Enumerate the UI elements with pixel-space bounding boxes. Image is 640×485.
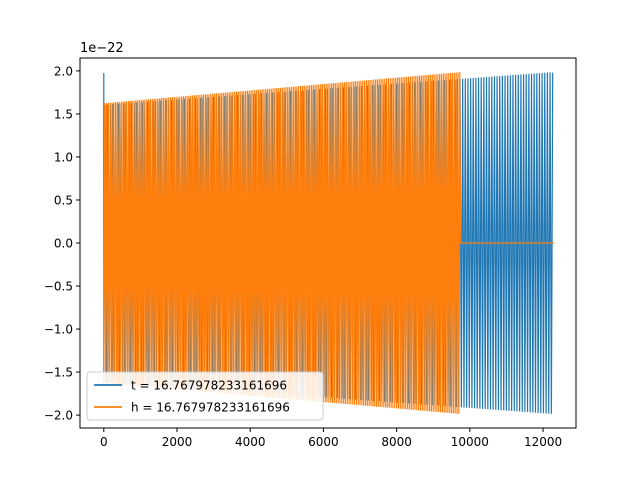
- x-tick-label: 6000: [308, 435, 339, 449]
- legend-box: [86, 371, 324, 421]
- y-tick-label: 0.0: [54, 237, 73, 251]
- x-tick-label: 2000: [162, 435, 193, 449]
- x-tick-label: 0: [100, 435, 108, 449]
- x-tick-label: 4000: [235, 435, 266, 449]
- y-tick-label: 1.0: [54, 150, 73, 164]
- y-tick-label: −0.5: [44, 280, 73, 294]
- legend: t = 16.767978233161696 h = 16.76797823316…: [86, 371, 324, 421]
- legend-label: t = 16.767978233161696: [131, 379, 287, 393]
- y-tick-label: −1.0: [44, 323, 73, 337]
- legend-label: h = 16.767978233161696: [131, 401, 290, 415]
- y-tick-label: −1.5: [44, 366, 73, 380]
- x-tick-label: 12000: [524, 435, 562, 449]
- x-axis: 0 2000 4000 6000 8000 10000 12000: [100, 428, 562, 449]
- y-tick-label: 0.5: [54, 193, 73, 207]
- series-layer: [103, 72, 555, 414]
- series-line-2: [103, 72, 555, 414]
- x-tick-label: 10000: [451, 435, 489, 449]
- y-axis: −2.0 −1.5 −1.0 −0.5 0.0 0.5 1.0 1.5 2.0: [44, 64, 80, 423]
- y-tick-label: 1.5: [54, 107, 73, 121]
- y-tick-label: 2.0: [54, 64, 73, 78]
- x-tick-label: 8000: [381, 435, 412, 449]
- y-offset-label: 1e−22: [80, 41, 124, 56]
- y-tick-label: −2.0: [44, 409, 73, 423]
